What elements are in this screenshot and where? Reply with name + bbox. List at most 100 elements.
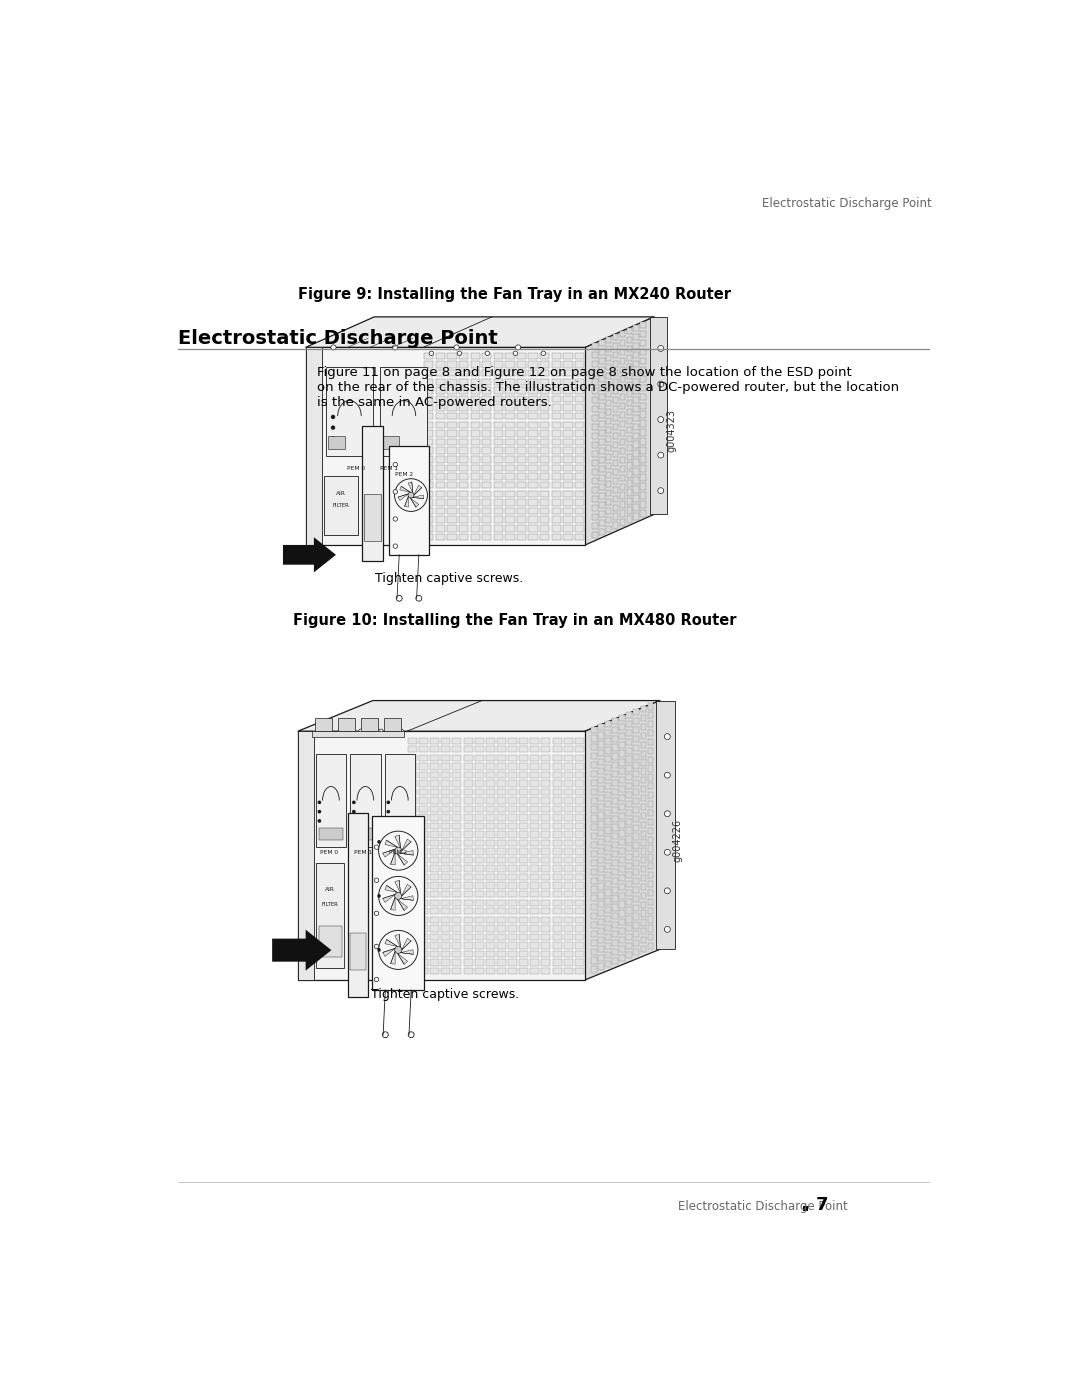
Bar — [640, 358, 646, 363]
Bar — [459, 404, 469, 411]
Bar — [424, 387, 433, 394]
Bar — [541, 806, 551, 812]
Bar — [620, 510, 625, 517]
Bar — [475, 875, 484, 880]
Bar — [459, 362, 469, 367]
Bar — [640, 777, 646, 784]
Bar — [612, 753, 618, 760]
Bar — [528, 482, 538, 489]
Bar — [575, 352, 584, 359]
Circle shape — [658, 416, 664, 422]
Bar — [552, 404, 561, 411]
Bar — [508, 883, 517, 888]
Bar — [519, 789, 528, 795]
Circle shape — [429, 351, 433, 355]
Bar — [612, 514, 619, 520]
Bar — [605, 782, 611, 789]
Bar — [640, 875, 646, 882]
Bar — [605, 925, 611, 932]
Bar — [505, 352, 514, 359]
Bar — [435, 430, 445, 437]
Bar — [626, 328, 632, 334]
Bar — [606, 472, 611, 478]
Bar — [424, 379, 433, 386]
Bar — [447, 447, 457, 454]
Bar — [626, 400, 632, 407]
Bar — [505, 387, 514, 394]
Bar — [619, 795, 625, 800]
Bar — [541, 754, 551, 761]
Bar — [424, 404, 433, 411]
Circle shape — [387, 800, 390, 805]
Bar — [592, 423, 597, 430]
Bar — [530, 968, 539, 974]
Bar — [419, 806, 428, 812]
Bar — [619, 856, 625, 863]
Bar — [453, 771, 461, 778]
Bar — [497, 933, 505, 940]
Bar — [505, 370, 514, 376]
Bar — [471, 422, 480, 427]
Bar — [640, 465, 646, 472]
Bar — [648, 916, 653, 922]
Bar — [575, 387, 584, 394]
Bar — [626, 827, 632, 834]
Bar — [505, 507, 514, 514]
Bar — [419, 951, 428, 957]
Bar — [486, 840, 495, 847]
Bar — [435, 379, 445, 386]
Bar — [530, 942, 539, 949]
Bar — [592, 397, 597, 404]
Bar — [508, 848, 517, 855]
Bar — [575, 856, 584, 863]
Bar — [540, 395, 550, 402]
Bar — [612, 824, 618, 831]
Bar — [620, 475, 625, 481]
Bar — [564, 840, 572, 847]
Circle shape — [330, 415, 335, 419]
Bar — [564, 916, 572, 923]
Bar — [424, 362, 433, 367]
Bar — [598, 883, 604, 890]
Bar — [408, 806, 417, 812]
Bar — [606, 499, 611, 504]
Bar — [447, 517, 457, 522]
Bar — [494, 395, 503, 402]
Bar — [430, 865, 440, 872]
Bar — [640, 893, 646, 898]
Circle shape — [393, 543, 397, 548]
Bar — [564, 534, 572, 541]
Bar — [541, 738, 551, 745]
Bar — [430, 900, 440, 905]
Bar — [505, 474, 514, 479]
Bar — [575, 455, 584, 462]
Text: PEM 1: PEM 1 — [380, 465, 399, 471]
Bar — [408, 883, 417, 888]
Bar — [626, 800, 632, 807]
Bar — [564, 738, 572, 745]
Bar — [517, 499, 526, 506]
Bar — [612, 370, 619, 376]
Bar — [553, 908, 562, 915]
Bar — [619, 901, 625, 908]
Bar — [553, 942, 562, 949]
Bar — [471, 362, 480, 367]
Bar — [494, 474, 503, 479]
Circle shape — [658, 488, 664, 493]
Bar — [517, 507, 526, 514]
Polygon shape — [391, 897, 395, 911]
Bar — [620, 502, 625, 507]
Bar — [640, 349, 646, 355]
Bar — [575, 414, 584, 419]
Text: on the rear of the chassis. The illustration shows a DC-powered router, but the : on the rear of the chassis. The illustra… — [318, 381, 900, 394]
Bar — [430, 840, 440, 847]
Bar — [591, 816, 596, 821]
Bar — [408, 754, 417, 761]
Bar — [419, 916, 428, 923]
Bar — [540, 430, 550, 437]
Bar — [486, 856, 495, 863]
Bar — [517, 517, 526, 522]
Bar — [648, 731, 653, 736]
Circle shape — [379, 729, 383, 733]
Bar — [486, 814, 495, 820]
